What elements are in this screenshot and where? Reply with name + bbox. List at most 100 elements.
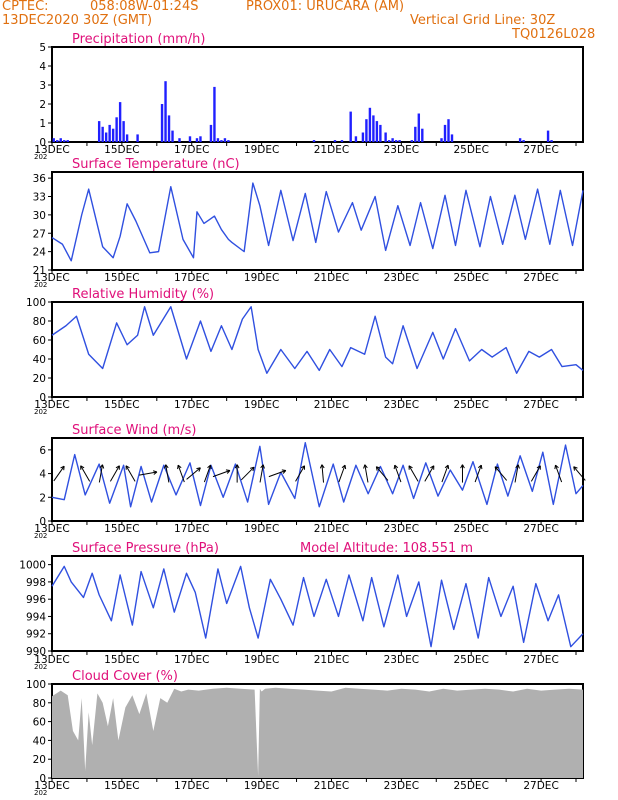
wind-arrow-head [573,466,575,471]
x-tick-label: 21DEC [314,144,349,156]
precip-bar [421,128,424,142]
precip-bar [125,134,129,142]
y-tick-label: 33 [33,192,46,204]
precip-bar [171,130,174,142]
precip-bar [195,138,199,142]
x-tick-label: 23DEC [384,780,419,792]
wind-arrow [554,464,563,483]
precip-bar [522,140,525,142]
panel-frame [51,437,584,522]
wind-arrow [424,465,435,482]
y-tick-label: 30 [33,210,46,222]
precip-bar [410,140,414,142]
y-tick-label: 2 [39,99,46,111]
x-tick-label: 17DEC [174,399,209,411]
precip-bar [188,136,192,142]
x-tick-label: 15DEC [104,144,139,156]
wind-arrow [259,464,264,483]
wind-arrow-head [152,470,158,473]
wind-arrow-head [477,464,482,469]
wind-line [51,442,584,508]
header-location: 058:08W-01:24S [90,0,199,14]
y-tick-label: 990 [26,646,46,658]
x-tick-label: 17DEC [174,144,209,156]
wind-arrow [530,465,541,482]
wind-arrow-head [99,464,103,469]
x-tick-label: 17DEC [174,272,209,284]
y-tick-label: 60 [33,335,46,347]
rh-line [51,306,584,374]
wind-arrow-head [80,465,85,469]
wind-arrow [494,466,508,481]
wind-arrow-head [260,464,264,469]
wind-arrow-head [408,465,413,469]
precip-bar [227,140,230,142]
wind-arrow-head [101,464,105,469]
wind-arrow-head [460,464,463,469]
precip-bar [394,140,398,142]
x-tick-label: 17DEC [174,523,209,535]
precip-bar [384,132,387,142]
x-tick-label: 17DEC [174,654,209,666]
precip-bar [312,140,316,142]
wind-arrow [375,466,389,481]
y-tick-label: 998 [26,577,46,589]
wind-arrow [268,470,286,478]
precip-bar [440,138,443,142]
wind-arrow-head [177,465,179,470]
precip-bar [414,126,417,142]
x-tick-label: 27DEC [523,272,558,284]
wind-arrow-head [236,464,240,469]
precip-bar [379,124,382,142]
x-tick-label: 15DEC [104,272,139,284]
x-tick-label: 25DEC [453,780,488,792]
header-source: CPTEC: [2,0,49,14]
x-tick-label: 25DEC [453,272,488,284]
y-tick-label: 24 [33,247,47,259]
wind-arrow-head [494,466,500,469]
wind-arrow [295,465,305,482]
precip-bar [417,113,421,142]
panel-title: Surface Pressure (hPa) [72,541,219,556]
wind-arrow [394,464,402,483]
x-tick-label: 23DEC [384,144,419,156]
header-model-id: TQ0126L028 [512,27,596,42]
panel-frame [51,555,584,652]
wind-arrow-head [430,465,435,469]
temp-line [51,182,584,262]
wind-arrow-head [252,467,255,472]
wind-arrow-head [480,465,483,470]
x-tick-label: 27DEC [523,523,558,535]
y-tick-label: 20 [33,754,46,766]
wind-arrow [364,464,369,483]
x-year-stub: 202 [34,663,47,671]
precip-bar [178,138,181,142]
x-tick-label: 25DEC [453,144,488,156]
panel-subtitle: Model Altitude: 108.551 m [300,541,473,556]
precip-bar [115,117,118,142]
wind-arrow [165,464,170,483]
x-tick-label: 27DEC [523,654,558,666]
x-tick-label: 13DEC [34,654,69,666]
x-tick-label: 19DEC [244,272,279,284]
x-tick-label: 15DEC [104,780,139,792]
y-tick-label: 6 [39,445,46,457]
x-tick-label: 19DEC [244,523,279,535]
wind-arrow-head [207,464,211,469]
x-tick-label: 25DEC [453,654,488,666]
wind-arrow-head [555,464,559,469]
x-tick-label: 21DEC [314,654,349,666]
wind-arrow-head [177,464,182,469]
y-tick-label: 21 [33,265,46,277]
header-grid-note: Vertical Grid Line: 30Z [410,13,556,28]
y-tick-label: 0 [39,392,46,404]
wind-arrow-head [234,464,238,469]
wind-arrow [573,466,586,481]
x-tick-label: 27DEC [523,144,558,156]
y-tick-label: 994 [26,611,46,623]
precip-bar [56,140,59,142]
precip-bar [66,140,69,142]
x-tick-label: 15DEC [104,654,139,666]
wind-arrow-head [165,464,169,469]
